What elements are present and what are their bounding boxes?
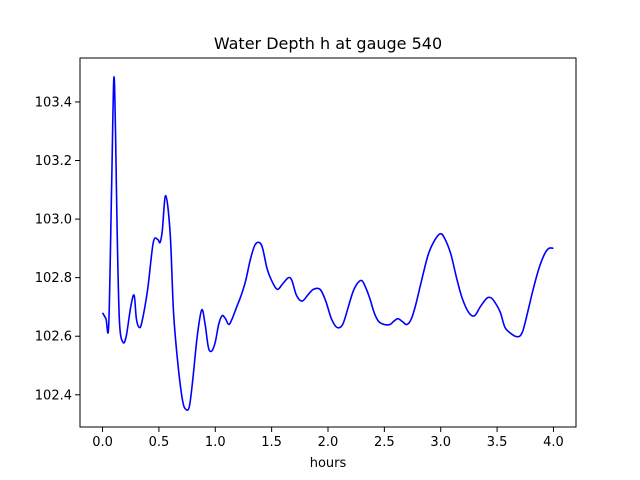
x-tick-label: 0.5 xyxy=(149,435,170,450)
x-tick-label: 0.0 xyxy=(92,435,113,450)
y-tick-label: 103.2 xyxy=(35,154,72,169)
y-axis: 102.4 102.6 102.8 103.0 103.2 103.4 xyxy=(35,95,80,403)
plot-layer xyxy=(101,76,554,412)
x-axis: 0.0 0.5 1.0 1.5 2.0 2.5 3.0 3.5 4.0 xyxy=(92,427,564,450)
y-tick-label: 102.6 xyxy=(35,330,72,345)
x-tick-label: 2.0 xyxy=(318,435,339,450)
chart-title: Water Depth h at gauge 540 xyxy=(214,34,442,53)
x-tick-label: 2.5 xyxy=(374,435,395,450)
x-tick-label: 4.0 xyxy=(543,435,564,450)
y-tick-label: 103.0 xyxy=(35,213,72,228)
y-tick-label: 102.4 xyxy=(35,388,72,403)
y-tick-label: 103.4 xyxy=(35,95,72,110)
x-tick-label: 3.0 xyxy=(430,435,451,450)
series-line xyxy=(101,76,554,412)
x-tick-label: 1.5 xyxy=(261,435,282,450)
y-tick-label: 102.8 xyxy=(35,271,72,286)
x-tick-label: 1.0 xyxy=(205,435,226,450)
x-tick-label: 3.5 xyxy=(487,435,508,450)
x-axis-label: hours xyxy=(310,456,347,471)
